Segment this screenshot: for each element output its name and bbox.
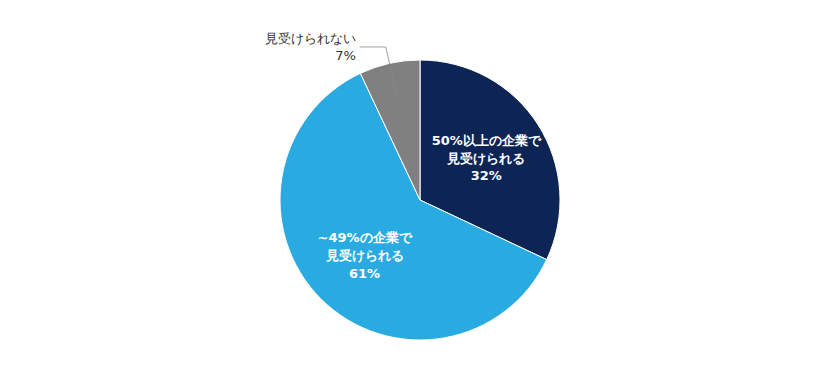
slice-annotation-line: 見受けられない	[265, 31, 356, 46]
slice-label-line: 32%	[471, 168, 502, 183]
slice-annotation: 見受けられない 7%	[265, 31, 356, 64]
slice-label: 50%以上の企業で見受けられる 32%	[432, 133, 542, 183]
chart: 50%以上の企業で見受けられる32%~49%の企業で見受けられる61%見受けられ…	[0, 0, 840, 374]
slice-label-line: 見受けられる	[325, 248, 404, 263]
slice-label-line: ~49%の企業で	[318, 230, 413, 245]
slice-annotation-line: 7%	[335, 48, 356, 63]
slice-label-line: 50%以上の企業で	[432, 133, 542, 148]
slice-label-line: 61%	[349, 266, 380, 281]
pie-slice	[360, 60, 420, 200]
leader-line	[360, 47, 397, 98]
pie	[280, 60, 560, 340]
slice-label: ~49%の企業で見受けられる 61%	[318, 230, 413, 280]
slice-label-line: 見受けられる	[446, 151, 525, 166]
labels: 50%以上の企業で見受けられる32%~49%の企業で見受けられる61%見受けられ…	[265, 31, 542, 281]
